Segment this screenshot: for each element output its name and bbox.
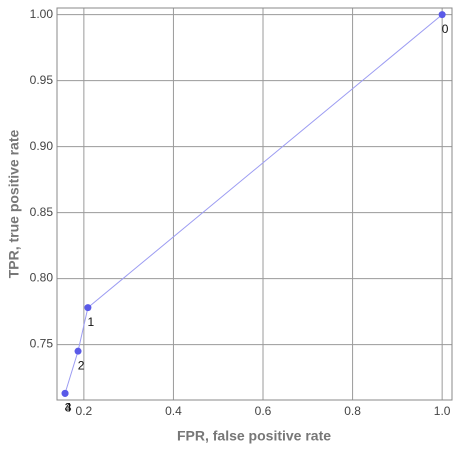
x-tick-label: 0.2: [76, 404, 93, 418]
point: [74, 347, 82, 355]
point: [61, 389, 69, 397]
y-tick-label: 0.80: [30, 271, 54, 285]
point-label: 4: [65, 401, 72, 415]
line: [64, 14, 443, 394]
x-tick-label: 0.4: [165, 404, 182, 418]
point: [84, 304, 92, 312]
x-tick-label: 0.8: [344, 404, 361, 418]
point-label: 2: [78, 358, 85, 372]
point-label: 3: [65, 401, 72, 415]
x-axis-title: FPR, false positive rate: [177, 428, 331, 444]
y-tick-label: 1.00: [30, 7, 54, 21]
point: [438, 11, 446, 19]
y-axis-title: TPR, true positive rate: [6, 129, 22, 278]
y-tick-label: 0.85: [30, 205, 54, 219]
y-tick-label: 0.75: [30, 337, 54, 351]
plot-frame: [56, 7, 453, 401]
y-tick-label: 0.95: [30, 73, 54, 87]
point-label: 1: [88, 315, 95, 329]
point-label: 0: [442, 22, 449, 36]
x-tick-label: 0.6: [255, 404, 272, 418]
x-tick-label: 1.0: [434, 404, 451, 418]
y-tick-label: 0.90: [30, 139, 54, 153]
